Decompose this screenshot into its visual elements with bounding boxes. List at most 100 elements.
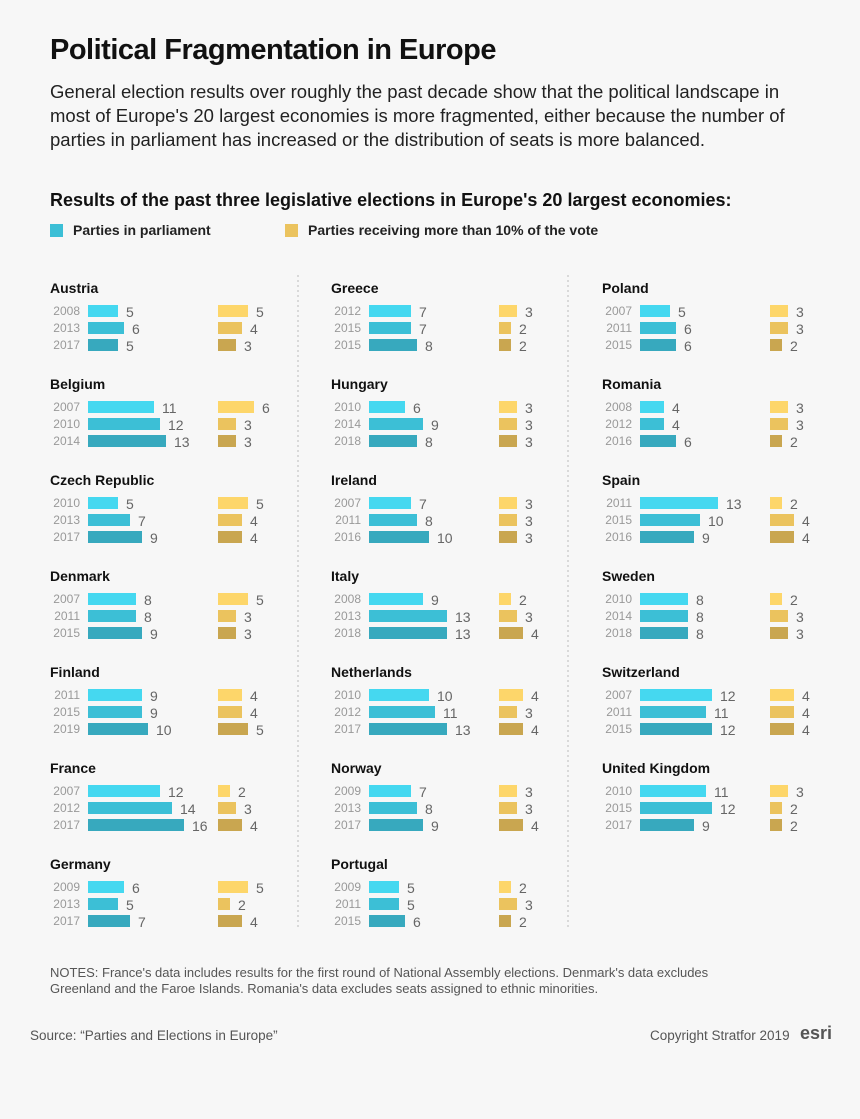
year-label: 2015 xyxy=(605,513,632,527)
over10-bar xyxy=(770,418,788,430)
parliament-value: 6 xyxy=(684,434,692,450)
year-label: 2008 xyxy=(53,304,80,318)
country-label: Germany xyxy=(50,856,111,872)
over10-bar xyxy=(499,610,517,622)
parliament-bar xyxy=(88,610,136,622)
parliament-bar xyxy=(369,689,429,701)
parliament-bar xyxy=(88,435,166,447)
over10-value: 3 xyxy=(525,897,533,913)
year-label: 2011 xyxy=(54,688,80,702)
year-label: 2014 xyxy=(334,417,361,431)
over10-bar xyxy=(218,322,242,334)
over10-bar xyxy=(218,706,242,718)
year-label: 2015 xyxy=(334,914,361,928)
parliament-value: 6 xyxy=(132,880,140,896)
over10-bar xyxy=(218,898,230,910)
subtitle: General election results over roughly th… xyxy=(50,81,785,150)
over10-bar xyxy=(218,435,236,447)
legend-label-over10: Parties receiving more than 10% of the v… xyxy=(308,222,599,238)
parliament-bar xyxy=(369,610,447,622)
parliament-bar xyxy=(369,322,411,334)
over10-bar xyxy=(770,819,782,831)
parliament-bar xyxy=(369,401,405,413)
over10-bar xyxy=(499,514,517,526)
parliament-value: 7 xyxy=(419,304,427,320)
year-label: 2011 xyxy=(335,897,361,911)
notes: NOTES: France's data includes results fo… xyxy=(50,965,709,996)
over10-value: 5 xyxy=(256,304,264,320)
parliament-value: 10 xyxy=(156,722,172,738)
over10-value: 5 xyxy=(256,592,264,608)
chart-title: Results of the past three legislative el… xyxy=(50,190,732,210)
year-label: 2015 xyxy=(334,321,361,335)
country-label: Sweden xyxy=(602,568,655,584)
legend-swatch-parliament xyxy=(50,223,63,237)
over10-bar xyxy=(499,802,517,814)
over10-value: 3 xyxy=(796,784,804,800)
year-label: 2017 xyxy=(53,818,80,832)
year-label: 2016 xyxy=(605,434,632,448)
over10-value: 2 xyxy=(238,897,246,913)
over10-bar xyxy=(499,689,523,701)
parliament-value: 7 xyxy=(419,321,427,337)
over10-value: 3 xyxy=(525,513,533,529)
over10-bar xyxy=(499,706,517,718)
parliament-bar xyxy=(640,785,706,797)
year-label: 2019 xyxy=(53,722,80,736)
over10-value: 4 xyxy=(250,513,258,529)
parliament-value: 5 xyxy=(126,338,134,354)
over10-bar xyxy=(218,819,242,831)
over10-value: 2 xyxy=(790,434,798,450)
over10-value: 3 xyxy=(525,400,533,416)
year-label: 2010 xyxy=(334,688,361,702)
parliament-bar xyxy=(369,898,399,910)
year-label: 2016 xyxy=(334,530,361,544)
over10-value: 4 xyxy=(531,818,539,834)
over10-value: 3 xyxy=(244,417,252,433)
country-label: Netherlands xyxy=(331,664,412,680)
parliament-value: 9 xyxy=(702,818,710,834)
over10-bar xyxy=(218,531,242,543)
year-label: 2013 xyxy=(334,801,361,815)
year-label: 2015 xyxy=(605,722,632,736)
parliament-value: 9 xyxy=(150,626,158,642)
year-label: 2018 xyxy=(605,626,632,640)
parliament-bar xyxy=(88,627,142,639)
parliament-bar xyxy=(369,915,405,927)
over10-bar xyxy=(218,305,248,317)
over10-value: 3 xyxy=(525,417,533,433)
parliament-bar xyxy=(640,435,676,447)
copyright: Copyright Stratfor 2019 xyxy=(650,1028,790,1043)
parliament-bar xyxy=(640,723,712,735)
over10-value: 3 xyxy=(244,801,252,817)
parliament-bar xyxy=(640,514,700,526)
over10-value: 4 xyxy=(250,321,258,337)
year-label: 2012 xyxy=(334,705,361,719)
over10-value: 3 xyxy=(244,626,252,642)
parliament-bar xyxy=(640,706,706,718)
parliament-value: 7 xyxy=(419,784,427,800)
over10-value: 3 xyxy=(796,609,804,625)
parliament-value: 8 xyxy=(696,592,704,608)
year-label: 2015 xyxy=(53,705,80,719)
parliament-bar xyxy=(88,881,124,893)
source: Source: “Parties and Elections in Europe… xyxy=(30,1028,278,1043)
over10-bar xyxy=(770,339,782,351)
over10-bar xyxy=(770,305,788,317)
over10-bar xyxy=(499,418,517,430)
over10-bar xyxy=(499,881,511,893)
parliament-bar xyxy=(88,723,148,735)
parliament-bar xyxy=(640,802,712,814)
parliament-bar xyxy=(369,627,447,639)
year-label: 2007 xyxy=(605,688,632,702)
parliament-value: 10 xyxy=(437,688,453,704)
parliament-value: 6 xyxy=(684,338,692,354)
over10-value: 4 xyxy=(250,530,258,546)
over10-bar xyxy=(218,802,236,814)
parliament-value: 4 xyxy=(672,400,680,416)
over10-bar xyxy=(499,531,517,543)
parliament-bar xyxy=(369,881,399,893)
parliament-value: 5 xyxy=(126,897,134,913)
parliament-bar xyxy=(88,593,136,605)
over10-value: 3 xyxy=(525,530,533,546)
